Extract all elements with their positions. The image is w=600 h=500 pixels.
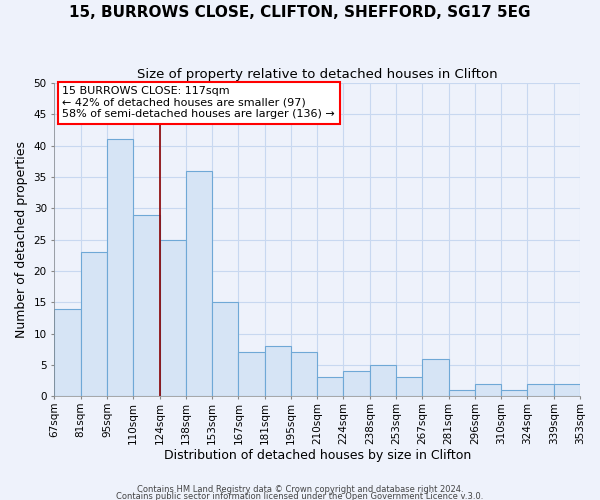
Text: 15, BURROWS CLOSE, CLIFTON, SHEFFORD, SG17 5EG: 15, BURROWS CLOSE, CLIFTON, SHEFFORD, SG… — [69, 5, 531, 20]
Bar — [343, 371, 370, 396]
Bar — [291, 352, 317, 397]
Text: Contains HM Land Registry data © Crown copyright and database right 2024.: Contains HM Land Registry data © Crown c… — [137, 486, 463, 494]
Bar — [370, 365, 396, 396]
Bar — [475, 384, 501, 396]
Bar — [238, 352, 265, 397]
Bar — [396, 378, 422, 396]
Y-axis label: Number of detached properties: Number of detached properties — [15, 141, 28, 338]
Bar — [449, 390, 475, 396]
X-axis label: Distribution of detached houses by size in Clifton: Distribution of detached houses by size … — [164, 450, 471, 462]
Bar — [55, 308, 81, 396]
Bar — [186, 171, 212, 396]
Bar — [527, 384, 554, 396]
Text: Contains public sector information licensed under the Open Government Licence v.: Contains public sector information licen… — [116, 492, 484, 500]
Bar — [81, 252, 107, 396]
Bar — [265, 346, 291, 397]
Bar — [501, 390, 527, 396]
Bar — [107, 140, 133, 396]
Bar — [422, 358, 449, 397]
Bar — [160, 240, 186, 396]
Bar — [317, 378, 343, 396]
Bar — [212, 302, 238, 396]
Bar — [554, 384, 580, 396]
Bar — [133, 214, 160, 396]
Text: 15 BURROWS CLOSE: 117sqm
← 42% of detached houses are smaller (97)
58% of semi-d: 15 BURROWS CLOSE: 117sqm ← 42% of detach… — [62, 86, 335, 120]
Title: Size of property relative to detached houses in Clifton: Size of property relative to detached ho… — [137, 68, 497, 80]
